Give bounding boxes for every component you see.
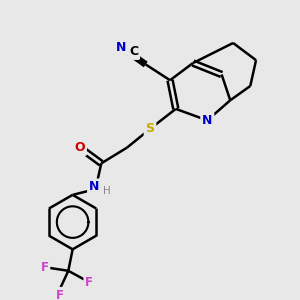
Text: N: N (202, 114, 212, 127)
Text: S: S (146, 122, 154, 136)
Text: F: F (56, 289, 64, 300)
Text: F: F (85, 276, 93, 289)
Text: O: O (74, 141, 85, 154)
Text: N: N (116, 41, 127, 54)
Text: H: H (103, 186, 110, 196)
Text: C: C (129, 45, 138, 58)
Text: F: F (40, 261, 49, 274)
Text: N: N (89, 180, 99, 193)
